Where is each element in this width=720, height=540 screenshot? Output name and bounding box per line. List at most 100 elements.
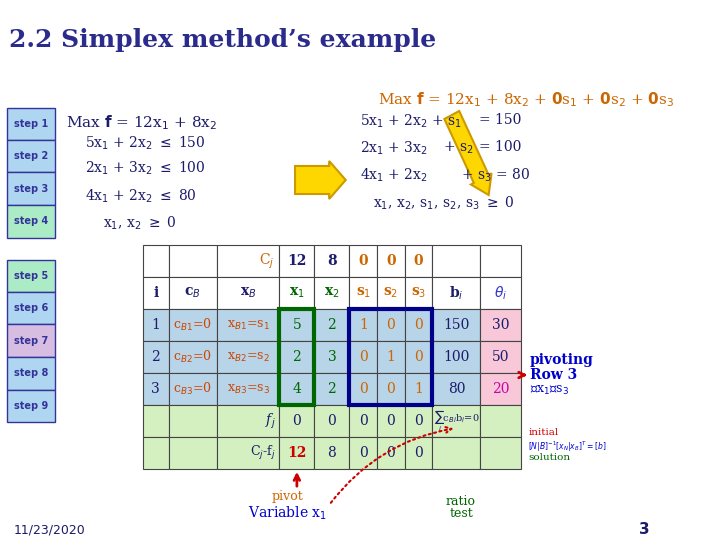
Text: + s$_3$ = 80: + s$_3$ = 80: [461, 167, 530, 184]
Bar: [377, 341, 405, 373]
Bar: [377, 405, 405, 437]
Bar: [315, 437, 349, 469]
Bar: [143, 405, 168, 437]
Text: 20: 20: [492, 382, 510, 396]
Text: c$_{B2}$=0: c$_{B2}$=0: [174, 349, 212, 365]
Bar: [168, 405, 217, 437]
Bar: [143, 437, 168, 469]
Text: 5: 5: [292, 318, 301, 332]
Text: step 8: step 8: [14, 368, 48, 379]
Text: 0: 0: [414, 414, 423, 428]
Text: x$_1$: x$_1$: [289, 286, 305, 300]
Text: 0: 0: [387, 382, 395, 396]
Text: b$_i$: b$_i$: [449, 284, 464, 302]
Bar: [279, 373, 315, 405]
Text: 1: 1: [151, 318, 161, 332]
Text: 0: 0: [414, 350, 423, 364]
Text: step 1: step 1: [14, 119, 48, 129]
Bar: [433, 373, 480, 405]
Text: 8: 8: [327, 254, 337, 268]
Bar: [480, 437, 521, 469]
Text: 5x$_1$ + 2x$_2$ $\leq$ 150: 5x$_1$ + 2x$_2$ $\leq$ 150: [85, 135, 205, 152]
Text: step 4: step 4: [14, 217, 48, 226]
Bar: [315, 341, 349, 373]
Bar: [405, 245, 433, 277]
Bar: [217, 245, 279, 277]
Bar: [279, 437, 315, 469]
Text: c$_{B3}$=0: c$_{B3}$=0: [174, 381, 212, 397]
Bar: [7, 292, 55, 324]
Text: $\sum_i$c$_{Bi}$b$_i$=0: $\sum_i$c$_{Bi}$b$_i$=0: [433, 408, 480, 434]
Text: solution: solution: [528, 453, 570, 462]
Bar: [377, 373, 405, 405]
Text: 2x$_1$ + 3x$_2$: 2x$_1$ + 3x$_2$: [359, 140, 428, 157]
Text: x$_1$, x$_2$, s$_1$, s$_2$, s$_3$ $\geq$ 0: x$_1$, x$_2$, s$_1$, s$_2$, s$_3$ $\geq$…: [374, 195, 515, 212]
Bar: [433, 277, 480, 309]
Bar: [143, 245, 168, 277]
Bar: [349, 405, 377, 437]
Text: 2.2 Simplex method’s example: 2.2 Simplex method’s example: [9, 28, 436, 52]
Text: 0: 0: [387, 446, 395, 460]
Bar: [143, 277, 168, 309]
Text: 0: 0: [414, 318, 423, 332]
Text: Max $\mathbf{f}$ = 12x$_1$ + 8x$_2$: Max $\mathbf{f}$ = 12x$_1$ + 8x$_2$: [66, 113, 217, 132]
Text: 0: 0: [387, 414, 395, 428]
Bar: [143, 309, 168, 341]
Bar: [279, 341, 315, 373]
Text: step 2: step 2: [14, 151, 48, 161]
Bar: [168, 341, 217, 373]
Text: 用x$_1$换s$_3$: 用x$_1$换s$_3$: [530, 383, 570, 396]
Bar: [433, 341, 480, 373]
Bar: [433, 309, 480, 341]
Text: ratio: ratio: [446, 495, 476, 508]
Bar: [217, 277, 279, 309]
Bar: [349, 437, 377, 469]
Bar: [168, 245, 217, 277]
Bar: [7, 205, 55, 238]
Bar: [315, 309, 349, 341]
Text: 30: 30: [492, 318, 510, 332]
Text: 2: 2: [151, 350, 160, 364]
Bar: [315, 245, 349, 277]
Text: 1: 1: [387, 350, 395, 364]
Bar: [315, 277, 349, 309]
Text: 3: 3: [151, 382, 160, 396]
Text: 150: 150: [444, 318, 469, 332]
Bar: [279, 309, 315, 341]
Bar: [7, 108, 55, 140]
Bar: [377, 309, 405, 341]
Bar: [349, 373, 377, 405]
Text: C$_j$-f$_j$: C$_j$-f$_j$: [250, 444, 276, 462]
Text: 0: 0: [414, 446, 423, 460]
Text: x$_{B1}$=s$_1$: x$_{B1}$=s$_1$: [227, 319, 269, 332]
Text: step 6: step 6: [14, 303, 48, 313]
Text: = 150: = 150: [480, 113, 522, 127]
Text: 5x$_1$ + 2x$_2$ + s$_1$: 5x$_1$ + 2x$_2$ + s$_1$: [359, 113, 462, 130]
Bar: [405, 341, 433, 373]
Text: s$_2$: s$_2$: [383, 286, 398, 300]
Bar: [279, 405, 315, 437]
Text: 8: 8: [328, 446, 336, 460]
Bar: [433, 405, 480, 437]
Text: f$_j$: f$_j$: [265, 411, 276, 431]
Text: 12: 12: [287, 446, 307, 460]
Bar: [377, 277, 405, 309]
Text: 0: 0: [414, 254, 423, 268]
Text: i: i: [153, 286, 158, 300]
Bar: [143, 341, 168, 373]
Text: 4: 4: [292, 382, 302, 396]
Text: $[N|B]^{-1}[x_N|x_B]^T=[b]$: $[N|B]^{-1}[x_N|x_B]^T=[b]$: [528, 440, 607, 454]
Text: x$_1$, x$_2$ $\geq$ 0: x$_1$, x$_2$ $\geq$ 0: [103, 215, 177, 232]
Bar: [217, 405, 279, 437]
Text: Variable x$_1$: Variable x$_1$: [248, 505, 327, 522]
Text: 4x$_1$ + 2x$_2$: 4x$_1$ + 2x$_2$: [359, 167, 428, 184]
Text: + s$_2$: + s$_2$: [443, 140, 473, 157]
Bar: [7, 324, 55, 357]
Bar: [480, 373, 521, 405]
Text: initial: initial: [528, 428, 559, 437]
Bar: [143, 373, 168, 405]
Text: 50: 50: [492, 350, 510, 364]
Bar: [349, 245, 377, 277]
Text: 0: 0: [359, 350, 368, 364]
Bar: [349, 309, 377, 341]
